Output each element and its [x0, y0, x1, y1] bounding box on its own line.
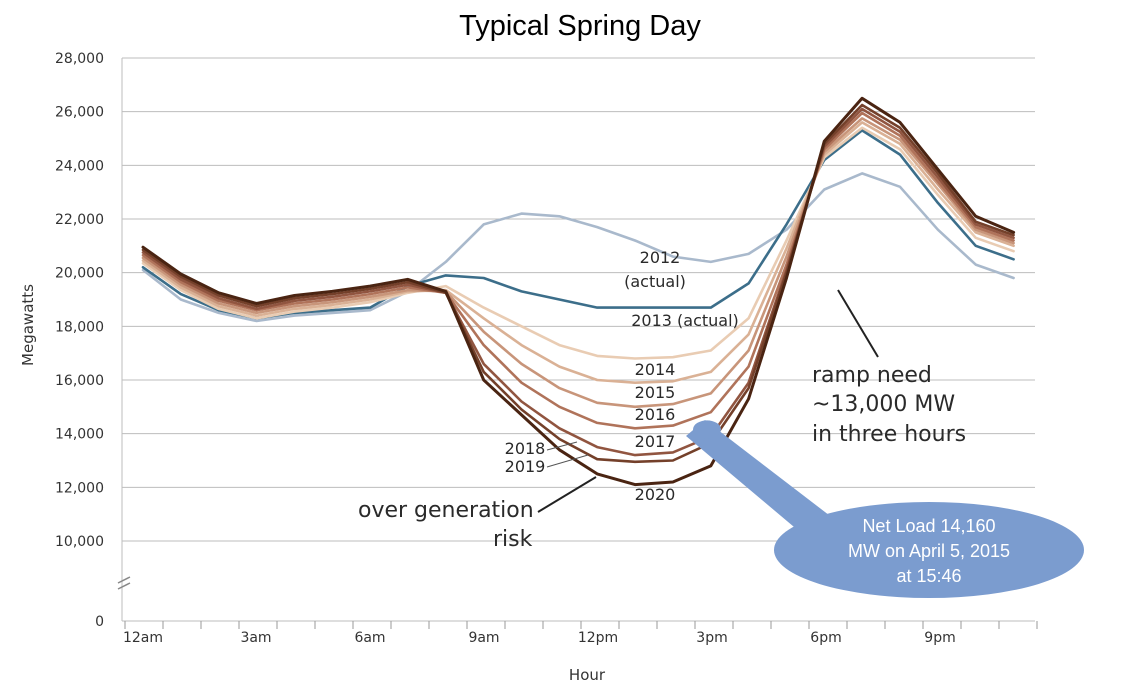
y-tick-label: 20,000 — [55, 266, 104, 282]
series-line-2020 — [141, 96, 1016, 487]
y-tick-labels: 0 10,000 12,000 14,000 16,000 18,000 20,000 22,… — [55, 51, 104, 630]
y-tick-label: 28,000 — [55, 51, 104, 67]
callout-pointer — [686, 420, 838, 532]
series-lines — [141, 96, 1016, 487]
axis-break-marker — [117, 576, 131, 590]
y-tick-label: 0 — [95, 614, 104, 630]
callout-line-2: MW on April 5, 2015 — [848, 541, 1010, 561]
x-tick-label: 3am — [240, 630, 271, 646]
series-line-2015 — [141, 121, 1015, 385]
series-labels: 2012 (actual) 2013 (actual) 2014 2015 20… — [505, 248, 739, 504]
x-tick-labels: 12am 3am 6am 9am 12pm 3pm 6pm 9pm — [123, 621, 1038, 646]
label-2012-actual: (actual) — [624, 272, 686, 291]
ramp-arrow-line — [837, 289, 879, 358]
callout-line-3: at 15:46 — [896, 566, 961, 586]
chart-title: Typical Spring Day — [459, 10, 701, 42]
series-line-2013 — [141, 129, 1015, 320]
overgen-arrow-line — [537, 476, 597, 513]
ramp-line-2: ~13,000 MW — [812, 392, 955, 417]
x-tick-label: 9pm — [924, 630, 955, 646]
series-line-2018 — [141, 107, 1015, 457]
label-2014: 2014 — [635, 360, 676, 379]
x-tick-label: 6pm — [810, 630, 841, 646]
y-tick-label: 24,000 — [55, 158, 104, 174]
label-2012: 2012 — [640, 248, 681, 267]
x-tick-label: 12am — [123, 630, 163, 646]
label-2017: 2017 — [635, 432, 676, 451]
callout-bubble — [774, 502, 1084, 598]
y-tick-label: 10,000 — [55, 534, 104, 550]
x-tick-label: 6am — [354, 630, 385, 646]
series-line-2012 — [141, 172, 1015, 323]
series-line-2016 — [141, 117, 1015, 409]
leader-2019 — [546, 454, 589, 468]
y-tick-label: 14,000 — [55, 427, 104, 443]
label-2020: 2020 — [635, 485, 676, 504]
overgen-line-1: over generation — [358, 498, 534, 523]
series-line-2019 — [141, 103, 1015, 464]
x-axis-label: Hour — [569, 666, 606, 684]
y-tick-label: 26,000 — [55, 105, 104, 121]
x-tick-label: 9am — [468, 630, 499, 646]
leader-2018 — [546, 441, 578, 451]
callout-point-marker — [693, 420, 721, 439]
y-tick-label: 12,000 — [55, 480, 104, 496]
ramp-line-3: in three hours — [812, 422, 966, 447]
y-tick-label: 22,000 — [55, 212, 104, 228]
net-load-callout: Net Load 14,160 MW on April 5, 2015 at 1… — [686, 420, 1084, 598]
callout-line-1: Net Load 14,160 — [862, 516, 995, 536]
ramp-annotation: ramp need ~13,000 MW in three hours — [812, 289, 966, 447]
y-tick-label: 16,000 — [55, 373, 104, 389]
ramp-line-1: ramp need — [812, 363, 932, 388]
series-line-2017 — [141, 111, 1015, 430]
label-2019: 2019 — [505, 457, 546, 476]
label-2013: 2013 (actual) — [631, 311, 739, 330]
label-2015: 2015 — [635, 383, 676, 402]
series-line-2014 — [141, 126, 1015, 360]
label-2018: 2018 — [505, 439, 546, 458]
overgen-line-2: risk — [493, 527, 533, 552]
y-tick-label: 18,000 — [55, 319, 104, 335]
overgen-annotation: over generation risk — [358, 476, 597, 552]
y-axis-label: Megawatts — [19, 284, 37, 366]
x-tick-label: 3pm — [696, 630, 727, 646]
label-2016: 2016 — [635, 405, 676, 424]
x-tick-label: 12pm — [578, 630, 618, 646]
